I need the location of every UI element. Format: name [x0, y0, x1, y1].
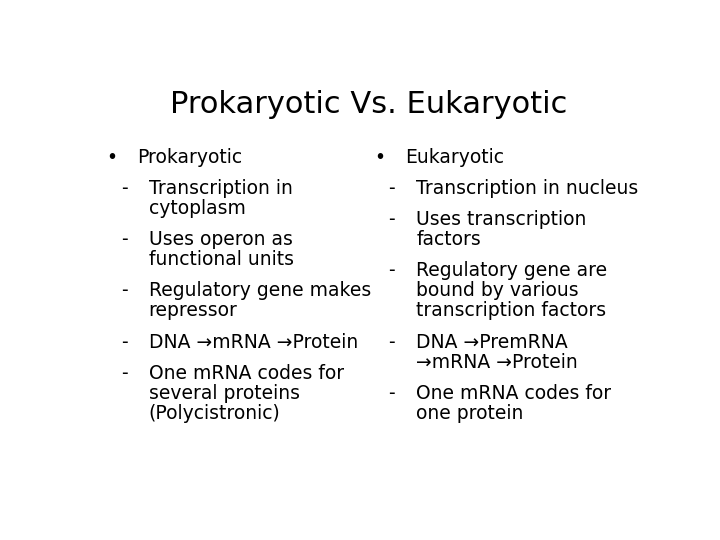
Text: -: -: [121, 179, 127, 198]
Text: -: -: [121, 281, 127, 300]
Text: →mRNA →Protein: →mRNA →Protein: [416, 353, 578, 372]
Text: Prokaryotic Vs. Eukaryotic: Prokaryotic Vs. Eukaryotic: [171, 90, 567, 119]
Text: Regulatory gene makes: Regulatory gene makes: [148, 281, 371, 300]
Text: Eukaryotic: Eukaryotic: [405, 148, 504, 167]
Text: •: •: [107, 148, 118, 167]
Text: repressor: repressor: [148, 301, 238, 320]
Text: DNA →PremRNA: DNA →PremRNA: [416, 333, 568, 352]
Text: One mRNA codes for: One mRNA codes for: [416, 384, 611, 403]
Text: Transcription in nucleus: Transcription in nucleus: [416, 179, 639, 198]
Text: bound by various: bound by various: [416, 281, 579, 300]
Text: •: •: [374, 148, 386, 167]
Text: One mRNA codes for: One mRNA codes for: [148, 364, 343, 383]
Text: (Polycistronic): (Polycistronic): [148, 404, 280, 423]
Text: Uses operon as: Uses operon as: [148, 230, 292, 249]
Text: -: -: [121, 364, 127, 383]
Text: -: -: [389, 333, 395, 352]
Text: transcription factors: transcription factors: [416, 301, 606, 320]
Text: several proteins: several proteins: [148, 384, 300, 403]
Text: -: -: [121, 333, 127, 352]
Text: Prokaryotic: Prokaryotic: [138, 148, 243, 167]
Text: Transcription in: Transcription in: [148, 179, 292, 198]
Text: -: -: [389, 261, 395, 280]
Text: -: -: [389, 179, 395, 198]
Text: one protein: one protein: [416, 404, 524, 423]
Text: cytoplasm: cytoplasm: [148, 199, 246, 218]
Text: -: -: [389, 211, 395, 229]
Text: functional units: functional units: [148, 250, 294, 269]
Text: Uses transcription: Uses transcription: [416, 211, 587, 229]
Text: -: -: [121, 230, 127, 249]
Text: DNA →mRNA →Protein: DNA →mRNA →Protein: [148, 333, 358, 352]
Text: Regulatory gene are: Regulatory gene are: [416, 261, 608, 280]
Text: factors: factors: [416, 230, 481, 249]
Text: -: -: [389, 384, 395, 403]
